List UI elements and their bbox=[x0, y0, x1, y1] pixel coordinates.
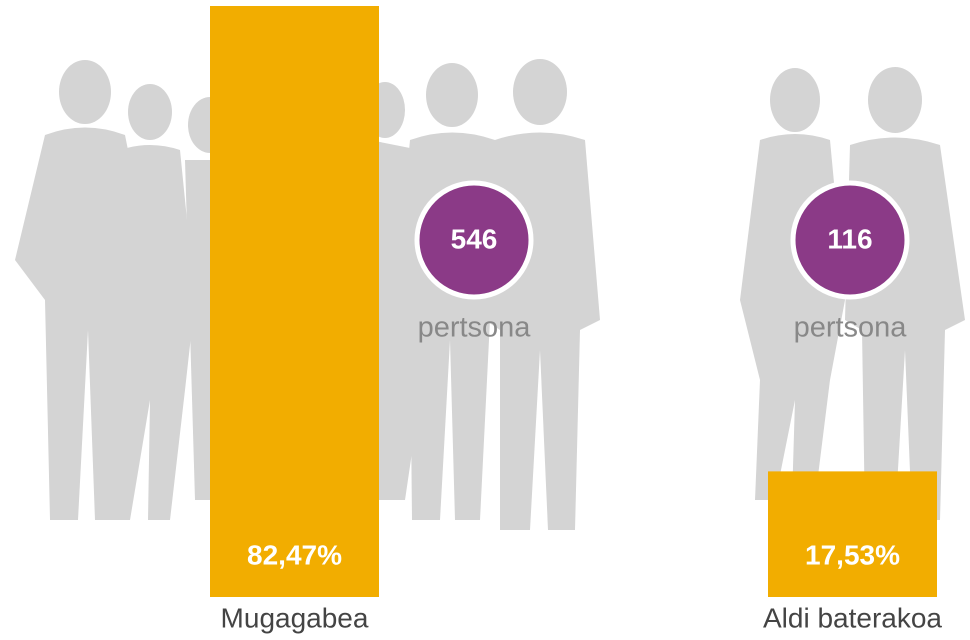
bar-value-label: 82,47% bbox=[247, 539, 342, 570]
count-unit: pertsona bbox=[794, 312, 908, 344]
category-label: Mugagabea bbox=[221, 602, 369, 633]
count-circle bbox=[790, 180, 910, 300]
bar bbox=[768, 471, 937, 597]
bar bbox=[210, 6, 379, 597]
count-unit: pertsona bbox=[418, 312, 532, 344]
category-label: Aldi baterakoa bbox=[763, 602, 942, 633]
count-circle bbox=[414, 180, 534, 300]
count-label: 116 bbox=[827, 223, 872, 254]
bar-value-label: 17,53% bbox=[805, 539, 900, 570]
count-label: 546 bbox=[451, 223, 498, 254]
